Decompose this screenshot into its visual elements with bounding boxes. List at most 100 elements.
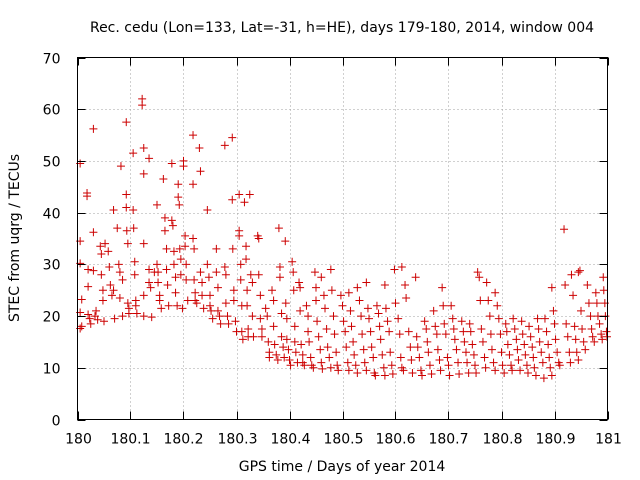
data-point — [547, 371, 556, 380]
data-point — [332, 348, 341, 357]
y-tick-label: 50 — [43, 155, 61, 171]
data-point — [280, 353, 289, 362]
data-point — [272, 350, 281, 359]
data-point — [190, 275, 199, 284]
data-point — [544, 340, 553, 349]
data-point — [282, 335, 291, 344]
data-point — [176, 255, 185, 264]
data-point — [570, 322, 579, 331]
data-point — [277, 332, 286, 341]
data-point — [591, 288, 600, 297]
data-point — [116, 162, 125, 171]
data-point — [257, 332, 266, 341]
data-point — [306, 353, 315, 362]
data-point — [365, 314, 373, 323]
data-point — [97, 250, 106, 259]
data-point — [351, 361, 360, 370]
data-point — [77, 295, 86, 304]
data-point — [547, 283, 556, 292]
data-point — [163, 281, 172, 290]
data-point — [129, 224, 138, 233]
data-point — [387, 361, 396, 370]
data-point — [89, 228, 98, 237]
data-point — [597, 330, 606, 339]
data-point — [586, 312, 595, 321]
data-point — [445, 371, 454, 380]
data-point — [496, 330, 505, 339]
data-point — [457, 317, 466, 326]
data-point — [179, 162, 188, 171]
data-point — [242, 242, 251, 251]
data-point — [408, 368, 417, 377]
data-point — [273, 356, 282, 365]
data-point — [178, 304, 187, 313]
data-point — [139, 291, 148, 300]
data-point — [475, 273, 484, 282]
data-point — [139, 239, 148, 248]
data-point — [235, 231, 244, 240]
data-point — [104, 247, 113, 256]
data-point — [595, 319, 604, 328]
data-point — [248, 312, 257, 321]
data-point — [131, 301, 140, 310]
y-tick-label: 60 — [43, 103, 61, 119]
data-point — [115, 293, 124, 302]
data-point — [231, 317, 240, 326]
data-point — [84, 282, 93, 291]
data-point — [521, 350, 530, 359]
data-point — [355, 296, 364, 305]
data-point — [212, 268, 221, 277]
data-point — [425, 361, 434, 370]
data-point — [183, 296, 192, 305]
data-point — [109, 206, 118, 215]
data-point — [139, 312, 148, 321]
data-point — [206, 301, 214, 310]
data-point — [160, 213, 169, 222]
data-point — [469, 350, 478, 359]
data-point — [563, 332, 572, 341]
data-point — [248, 278, 257, 287]
data-point — [537, 348, 546, 357]
data-point — [555, 361, 564, 370]
data-point — [123, 239, 132, 248]
data-point — [516, 366, 525, 375]
data-point — [334, 366, 343, 375]
data-point — [588, 332, 597, 341]
data-point — [122, 118, 131, 127]
data-point — [598, 335, 607, 344]
data-point — [381, 304, 390, 313]
x-tick-label: 180.4 — [270, 432, 310, 448]
data-point — [581, 345, 590, 354]
data-point — [574, 356, 583, 365]
data-point — [427, 369, 436, 378]
data-point — [174, 180, 183, 189]
data-point — [338, 301, 347, 310]
data-point — [448, 314, 457, 323]
data-point — [263, 312, 272, 321]
data-point — [323, 343, 332, 352]
data-point — [480, 353, 489, 362]
data-point — [545, 353, 554, 362]
data-point — [244, 325, 253, 333]
data-point — [522, 361, 531, 370]
data-point — [486, 330, 495, 339]
data-point — [159, 175, 168, 184]
data-point — [477, 325, 486, 333]
data-point — [562, 319, 571, 328]
data-point — [289, 286, 298, 295]
data-point — [439, 301, 448, 310]
data-point — [101, 239, 110, 248]
data-point — [476, 296, 485, 305]
data-point — [162, 244, 171, 253]
data-point — [204, 273, 213, 282]
data-point — [229, 296, 238, 305]
data-point — [300, 361, 309, 370]
data-point — [489, 358, 498, 367]
data-point — [549, 306, 558, 315]
data-point — [513, 345, 522, 354]
data-point — [444, 361, 453, 370]
data-point — [342, 343, 351, 352]
data-point — [254, 234, 263, 243]
data-point — [407, 356, 416, 365]
data-point — [155, 296, 164, 305]
